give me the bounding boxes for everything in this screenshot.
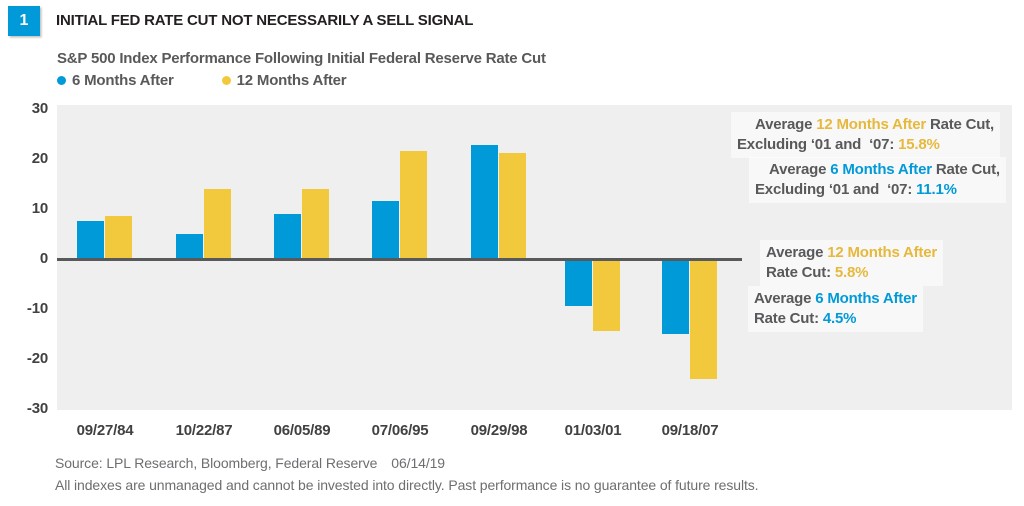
bar-12mo-09-29-98 xyxy=(499,152,526,259)
annotation-avg-6-months: Average 6 Months After Rate Cut: 4.5% xyxy=(748,286,923,332)
y-tick-label: 30 xyxy=(31,100,48,117)
x-axis-label: 09/29/98 xyxy=(470,422,528,439)
chart-legend: 6 Months After 12 Months After xyxy=(57,72,347,89)
chart-subtitle: S&P 500 Index Performance Following Init… xyxy=(57,50,546,67)
y-tick-label: 20 xyxy=(31,150,48,167)
annotation-avg-12-months-excluding: Average 12 Months After Rate Cut, Excludi… xyxy=(731,112,1001,158)
annotation-segment: 5.8% xyxy=(834,264,869,281)
annotation-segment: Rate Cut, xyxy=(926,116,995,133)
y-axis: 30 20 10 0 -10 -20 -30 xyxy=(0,100,48,417)
annotation-segment: 15.8% xyxy=(898,136,940,153)
bar-6mo-09-29-98 xyxy=(471,145,498,259)
disclaimer-text: All indexes are unmanaged and cannot be … xyxy=(55,477,759,493)
source-date: 06/14/19 xyxy=(391,455,445,471)
bar-6mo-06-05-89 xyxy=(274,214,301,259)
annotation-segment: Excluding ‘01 and ‘07: xyxy=(737,136,899,153)
annotation-segment: Average xyxy=(766,244,828,261)
annotation-segment: Rate Cut: xyxy=(766,264,835,281)
figure-title: INITIAL FED RATE CUT NOT NECESSARILY A S… xyxy=(56,12,474,29)
bar-12mo-06-05-89 xyxy=(302,188,329,259)
annotation-segment: 12 Months After xyxy=(816,116,927,133)
zero-axis-line xyxy=(57,258,742,261)
annotation-segment: Average xyxy=(754,290,816,307)
annotation-segment: Rate Cut: xyxy=(754,310,823,327)
bar-6mo-07-06-95 xyxy=(372,201,399,259)
bar-6mo-10-22-87 xyxy=(176,234,203,259)
x-axis-label: 07/06/95 xyxy=(371,422,429,439)
x-axis-label: 01/03/01 xyxy=(564,422,622,439)
source-line: Source: LPL Research, Bloomberg, Federal… xyxy=(55,455,445,471)
bar-12mo-07-06-95 xyxy=(400,151,427,259)
legend-item-12-months-after: 12 Months After xyxy=(221,72,347,89)
bar-6mo-01-03-01 xyxy=(565,259,592,306)
legend-item-6-months-after: 6 Months After xyxy=(57,72,174,89)
annotation-segment: Rate Cut, xyxy=(931,161,1000,178)
x-axis-label: 09/27/84 xyxy=(76,422,134,439)
bar-12mo-01-03-01 xyxy=(593,259,620,331)
bar-12mo-09-27-84 xyxy=(105,216,132,259)
x-axis-label: 06/05/89 xyxy=(273,422,331,439)
annotation-avg-12-months: Average 12 Months After Rate Cut: 5.8% xyxy=(760,240,944,286)
legend-label-12-months-after: 12 Months After xyxy=(236,72,347,89)
bar-12mo-09-18-07 xyxy=(690,259,717,379)
y-tick-label: 10 xyxy=(31,200,48,217)
y-tick-label: -30 xyxy=(26,400,48,417)
annotation-segment: Average xyxy=(755,116,817,133)
annotation-avg-6-months-excluding: Average 6 Months After Rate Cut, Excludin… xyxy=(749,157,1006,203)
annotation-segment: 11.1% xyxy=(916,181,957,198)
bar-12mo-10-22-87 xyxy=(204,188,231,259)
annotation-segment: 4.5% xyxy=(822,310,857,327)
x-axis-label: 10/22/87 xyxy=(175,422,233,439)
x-axis: 09/27/84 10/22/87 06/05/89 07/06/95 09/29/98… xyxy=(57,422,1012,442)
annotation-segment: Excluding ‘01 and ‘07: xyxy=(755,181,917,198)
y-tick-label: 0 xyxy=(39,250,48,267)
annotation-segment: 12 Months After xyxy=(827,244,938,261)
legend-dot-yellow-icon xyxy=(221,76,231,85)
annotation-segment: 6 Months After xyxy=(830,161,932,178)
annotation-segment: Average xyxy=(769,161,831,178)
legend-dot-blue-icon xyxy=(57,76,66,85)
figure-number-badge: 1 xyxy=(8,6,40,36)
source-text: Source: LPL Research, Bloomberg, Federal… xyxy=(55,455,378,471)
y-tick-label: -20 xyxy=(26,350,48,367)
legend-label-6-months-after: 6 Months After xyxy=(72,72,174,89)
x-axis-label: 09/18/07 xyxy=(661,422,719,439)
y-tick-label: -10 xyxy=(26,300,48,317)
annotation-segment: 6 Months After xyxy=(815,290,917,307)
bar-6mo-09-18-07 xyxy=(662,259,689,334)
bar-6mo-09-27-84 xyxy=(77,221,104,259)
